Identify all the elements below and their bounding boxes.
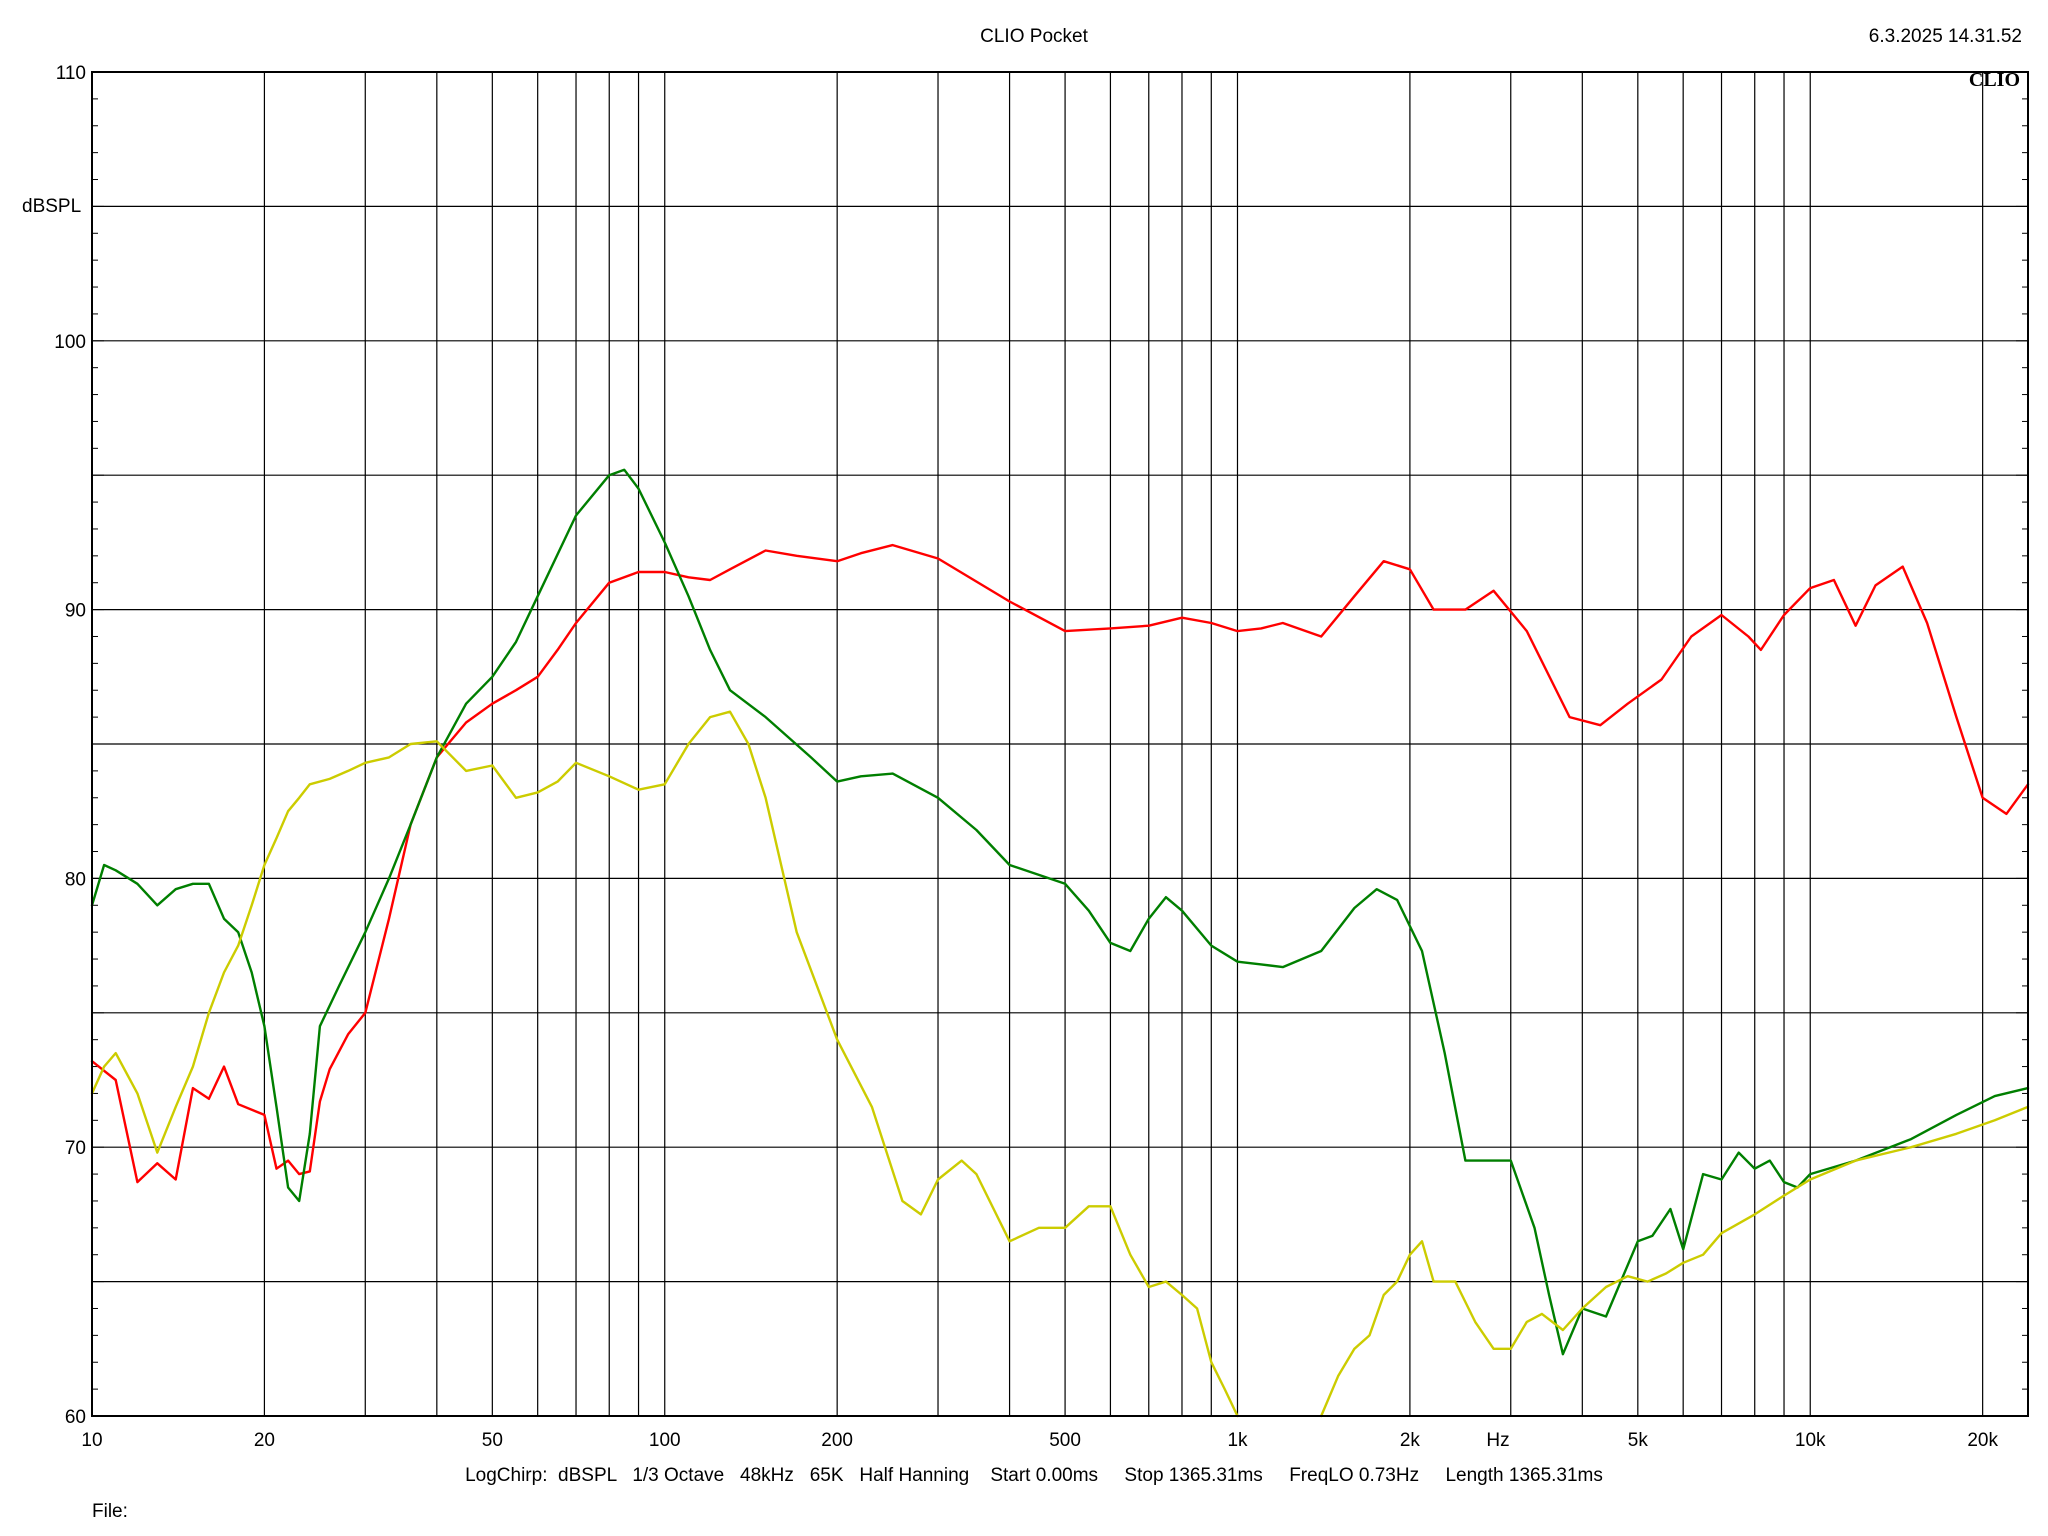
measurement-settings: LogChirp: dBSPL 1/3 Octave 48kHz 65K Hal… xyxy=(465,1465,1603,1486)
x-tick-label: 20k xyxy=(1967,1430,1998,1451)
series-line-1 xyxy=(90,468,2030,1356)
y-tick-label: 70 xyxy=(65,1138,86,1159)
x-tick-label: 2k xyxy=(1400,1430,1421,1451)
clio-logo: CLIO xyxy=(1969,69,2020,91)
plot-border xyxy=(91,71,2029,1417)
tick-labels: 10 20 50 100 200 500 1k 2k 5k 10k 20k 60 70 80 90 100 11… xyxy=(54,63,1998,1451)
x-tick-label: 500 xyxy=(1049,1430,1081,1451)
y-tick-label: 60 xyxy=(65,1407,86,1428)
x-tick-label: 10 xyxy=(81,1430,102,1451)
x-tick-label: 100 xyxy=(649,1430,681,1451)
timestamp: 6.3.2025 14.31.52 xyxy=(1869,26,2022,47)
y-tick-label: 100 xyxy=(54,332,86,353)
chart-title: CLIO Pocket xyxy=(980,26,1088,47)
grid xyxy=(92,72,2028,1416)
x-axis-label: Hz xyxy=(1486,1430,1509,1451)
series-group xyxy=(90,468,2030,1418)
y-tick-label: 110 xyxy=(56,63,86,84)
x-tick-label: 200 xyxy=(821,1430,853,1451)
y-tick-label: 80 xyxy=(65,869,86,890)
x-tick-label: 5k xyxy=(1628,1430,1649,1451)
y-axis-label: dBSPL xyxy=(22,196,81,217)
x-tick-label: 50 xyxy=(482,1430,503,1451)
x-tick-label: 1k xyxy=(1227,1430,1248,1451)
x-tick-label: 10k xyxy=(1795,1430,1826,1451)
file-label: File: xyxy=(92,1501,128,1522)
series-line-3 xyxy=(1320,1105,2030,1418)
y-tick-label: 90 xyxy=(65,601,86,622)
series-line-2 xyxy=(90,710,1239,1418)
x-tick-label: 20 xyxy=(254,1430,275,1451)
